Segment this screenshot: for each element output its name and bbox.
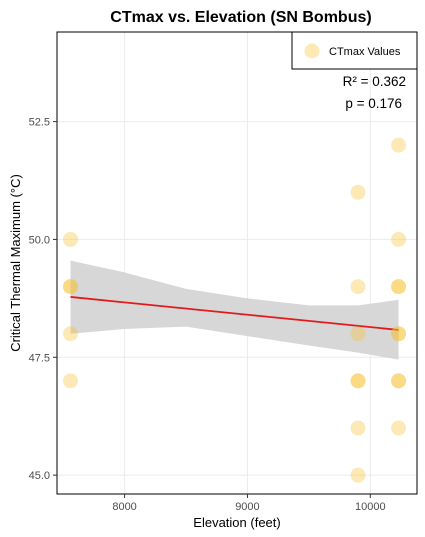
legend: CTmax Values: [291, 31, 418, 70]
data-point: [391, 326, 407, 342]
data-point: [350, 184, 366, 200]
y-tick-label: 50.0: [29, 234, 50, 246]
p-value-annotation: p = 0.176: [345, 96, 402, 111]
data-points: [63, 137, 407, 483]
regression-line: [70, 296, 399, 331]
data-point: [391, 326, 407, 342]
data-point: [391, 373, 407, 389]
y-tick-label: 47.5: [29, 352, 50, 364]
data-point: [63, 231, 79, 247]
data-point: [350, 326, 366, 342]
plot-border: [56, 31, 418, 495]
data-point: [350, 420, 366, 436]
legend-swatch: [304, 43, 320, 59]
x-tick-label: 9000: [235, 501, 259, 513]
data-point: [63, 326, 79, 342]
data-point: [63, 279, 79, 295]
data-point: [391, 373, 407, 389]
y-tick-label: 52.5: [29, 117, 50, 129]
data-point: [63, 373, 79, 389]
data-point: [350, 373, 366, 389]
data-point: [350, 279, 366, 295]
x-tick-label: 8000: [112, 501, 136, 513]
data-point: [391, 279, 407, 295]
data-point: [391, 279, 407, 295]
x-axis-label: Elevation (feet): [193, 515, 280, 530]
data-point: [350, 373, 366, 389]
r-squared-annotation: R² = 0.362: [343, 74, 406, 89]
x-tick-label: 10000: [355, 501, 386, 513]
chart-title: CTmax vs. Elevation (SN Bombus): [110, 9, 371, 26]
legend-entry-ctmax: CTmax Values: [329, 46, 401, 58]
y-axis-ticks: 45.0 47.5 50.0 52.5: [29, 117, 57, 482]
x-axis-ticks: 8000 9000 10000: [112, 494, 386, 513]
y-axis-label: Critical Thermal Maximum (°C): [8, 174, 23, 352]
data-point: [350, 467, 366, 483]
data-point: [391, 137, 407, 153]
data-point: [391, 231, 407, 247]
fit-line-layer: [70, 296, 399, 331]
data-point: [391, 420, 407, 436]
y-tick-label: 45.0: [29, 470, 50, 482]
confidence-band: [70, 260, 399, 360]
legend-box: [291, 31, 418, 70]
confidence-band-layer: [70, 260, 399, 360]
gridlines: [57, 32, 417, 494]
data-point: [63, 279, 79, 295]
